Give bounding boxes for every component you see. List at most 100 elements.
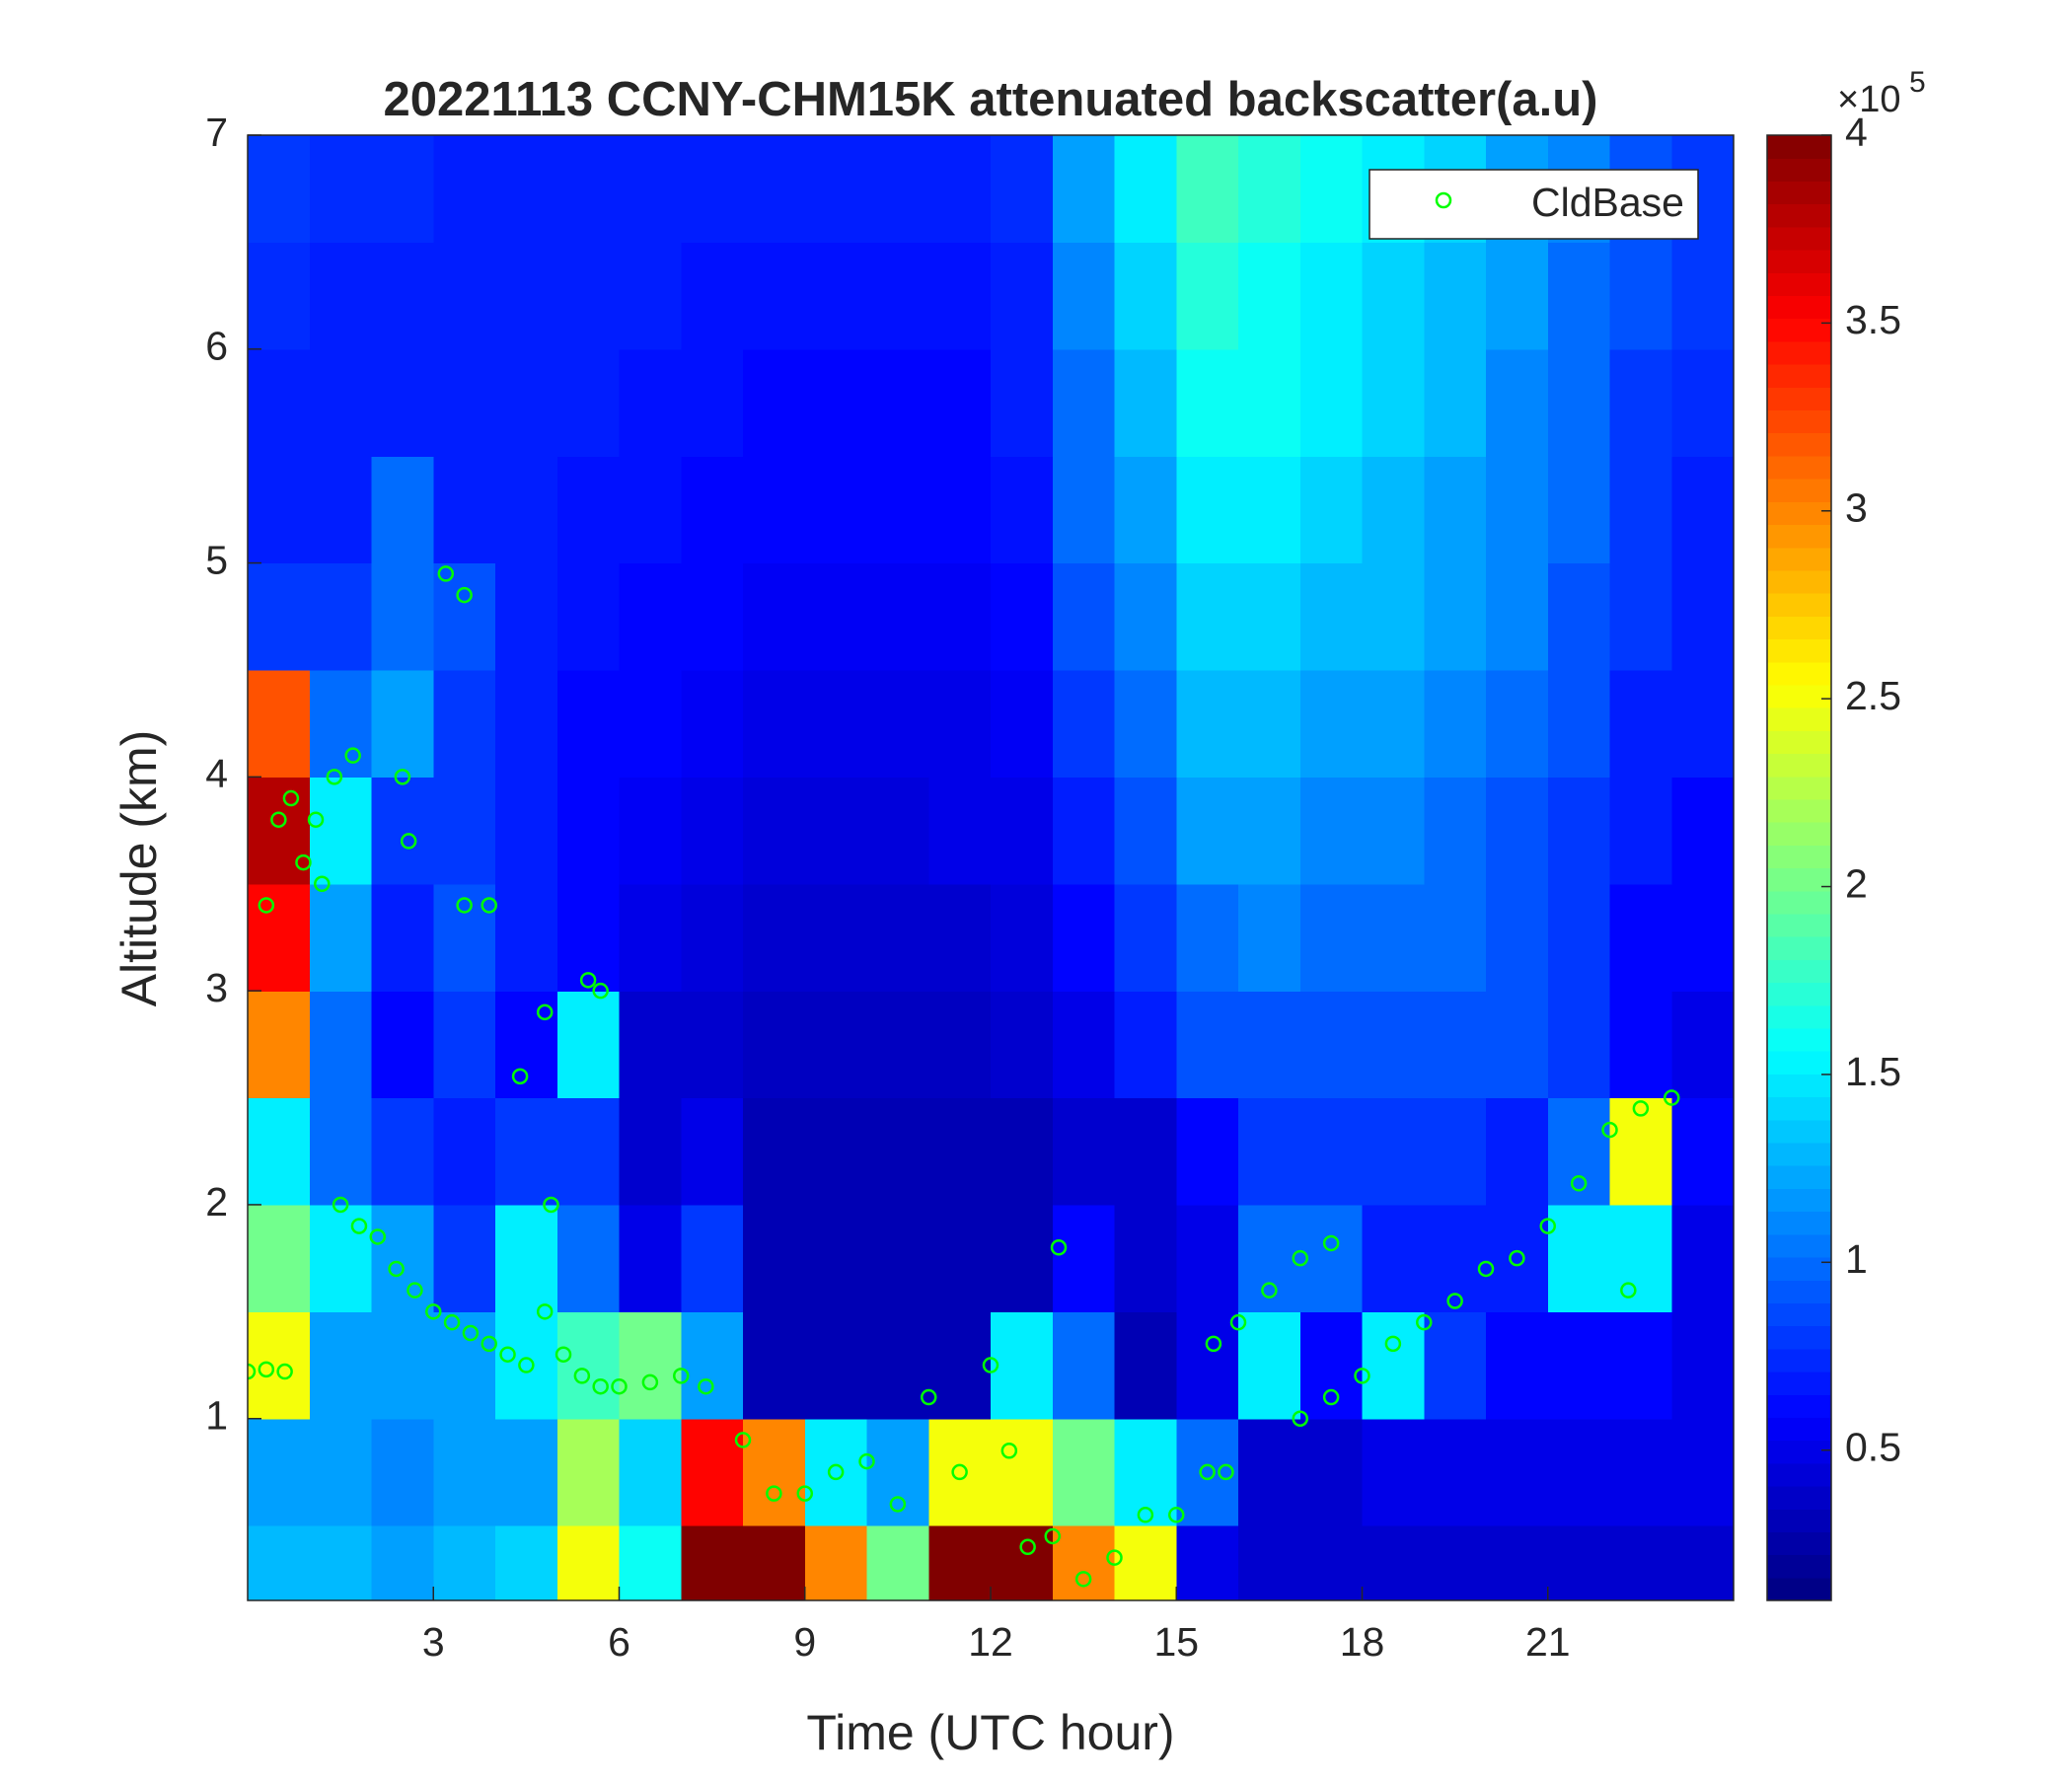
heat-cell bbox=[1671, 456, 1734, 564]
heat-cell bbox=[991, 242, 1054, 350]
heat-cell bbox=[433, 777, 496, 885]
heat-cell bbox=[743, 883, 806, 992]
colorbar-swatch bbox=[1767, 1142, 1831, 1166]
cloud-base-point bbox=[1292, 1410, 1308, 1427]
heat-cell bbox=[556, 883, 621, 992]
heat-cell bbox=[1114, 669, 1177, 778]
heat-cell bbox=[309, 1097, 373, 1206]
heat-cell bbox=[309, 456, 373, 564]
cloud-base-point bbox=[1601, 1121, 1618, 1139]
heat-cell bbox=[804, 135, 868, 243]
heat-cell bbox=[1362, 777, 1425, 885]
heat-cell bbox=[1424, 1311, 1487, 1420]
cloud-base-point bbox=[796, 1485, 813, 1502]
cloud-base-point bbox=[698, 1377, 714, 1395]
colorbar-swatch bbox=[1767, 340, 1831, 365]
heat-cell bbox=[556, 456, 621, 564]
colorbar-tick-label: 3 bbox=[1845, 485, 1868, 531]
colorbar-swatch bbox=[1767, 318, 1831, 342]
heat-cell bbox=[928, 991, 992, 1099]
heat-cell bbox=[1238, 1097, 1301, 1206]
heat-cell bbox=[991, 1418, 1054, 1526]
heat-cell bbox=[556, 1418, 621, 1526]
heat-cell bbox=[1114, 1525, 1177, 1600]
heat-cell bbox=[495, 562, 558, 671]
heat-cell bbox=[495, 1311, 558, 1420]
heat-cell bbox=[371, 1418, 434, 1526]
heat-cell bbox=[1176, 1311, 1239, 1420]
heat-cell bbox=[1238, 562, 1301, 671]
heat-cell bbox=[1547, 991, 1611, 1099]
heat-cell bbox=[556, 1204, 621, 1312]
heat-cell bbox=[1299, 348, 1364, 457]
heat-cell bbox=[1176, 777, 1239, 885]
cloud-base-point bbox=[511, 1068, 529, 1085]
colorbar-swatch bbox=[1767, 501, 1831, 526]
chart-title: 20221113 CCNY-CHM15K attenuated backscat… bbox=[384, 73, 1598, 126]
heat-cell bbox=[309, 242, 373, 350]
heat-cell bbox=[1362, 1418, 1425, 1526]
colorbar-swatch bbox=[1767, 982, 1831, 1006]
cloud-base-point bbox=[1019, 1538, 1036, 1556]
heat-cell bbox=[1238, 1525, 1301, 1600]
heat-cell bbox=[1362, 991, 1425, 1099]
cloud-base-point bbox=[858, 1452, 875, 1470]
cloud-base-point bbox=[1446, 1293, 1463, 1309]
cloud-base-point bbox=[1261, 1282, 1278, 1299]
heat-cell bbox=[743, 242, 806, 350]
heat-cell bbox=[1362, 348, 1425, 457]
heat-cell bbox=[681, 135, 744, 243]
colorbar-swatch bbox=[1767, 1462, 1831, 1487]
heat-cell bbox=[1114, 1418, 1177, 1526]
heat-cell bbox=[866, 883, 929, 992]
heat-cell bbox=[1424, 1418, 1487, 1526]
heat-cell bbox=[619, 669, 682, 778]
cloud-base-point bbox=[827, 1463, 845, 1481]
y-tick-label: 5 bbox=[205, 537, 228, 582]
heat-cell bbox=[866, 1418, 929, 1526]
heat-cell bbox=[1052, 777, 1116, 885]
heat-cell bbox=[495, 348, 558, 457]
heat-cell bbox=[371, 1525, 434, 1600]
heat-cell bbox=[804, 1097, 868, 1206]
heat-cell bbox=[371, 1097, 434, 1206]
y-tick-label: 7 bbox=[205, 110, 228, 155]
heat-cell bbox=[1176, 135, 1239, 243]
heat-cell bbox=[619, 135, 682, 243]
heat-cell bbox=[309, 669, 373, 778]
cloud-base-point bbox=[462, 1324, 480, 1342]
colorbar-swatch bbox=[1767, 845, 1831, 869]
cloud-base-point bbox=[499, 1346, 516, 1363]
heat-cell bbox=[1609, 1204, 1672, 1312]
heat-cell bbox=[248, 1204, 311, 1312]
heat-cell bbox=[1362, 1525, 1425, 1600]
heat-cell bbox=[1547, 1311, 1611, 1420]
colorbar-swatch bbox=[1767, 1233, 1831, 1258]
colorbar-tick-label: 3.5 bbox=[1845, 297, 1901, 342]
heat-cell bbox=[928, 669, 992, 778]
cloud-base-point bbox=[1477, 1260, 1495, 1278]
heat-cell bbox=[1299, 777, 1364, 885]
cloud-base-point bbox=[1199, 1463, 1216, 1481]
cloud-base-point bbox=[1074, 1571, 1092, 1588]
heat-cell bbox=[248, 562, 311, 671]
x-tick-label: 18 bbox=[1340, 1619, 1385, 1665]
heat-cell bbox=[433, 991, 496, 1099]
heat-cell bbox=[681, 669, 744, 778]
legend-box bbox=[1369, 169, 1699, 240]
cloud-base-point bbox=[388, 1260, 405, 1278]
x-tick-label: 12 bbox=[968, 1619, 1013, 1665]
heat-cell bbox=[804, 669, 868, 778]
heat-cell bbox=[556, 991, 621, 1099]
x-tick-label: 3 bbox=[422, 1619, 445, 1665]
heat-cell bbox=[495, 669, 558, 778]
heat-cell bbox=[1114, 883, 1177, 992]
heat-cell bbox=[866, 135, 929, 243]
heat-cell bbox=[1114, 777, 1177, 885]
heat-cell bbox=[991, 883, 1054, 992]
colorbar-swatch bbox=[1767, 1211, 1831, 1235]
heat-cell bbox=[1547, 669, 1611, 778]
heat-cell bbox=[309, 991, 373, 1099]
heat-cell bbox=[1052, 456, 1116, 564]
legend-marker bbox=[1435, 191, 1452, 209]
